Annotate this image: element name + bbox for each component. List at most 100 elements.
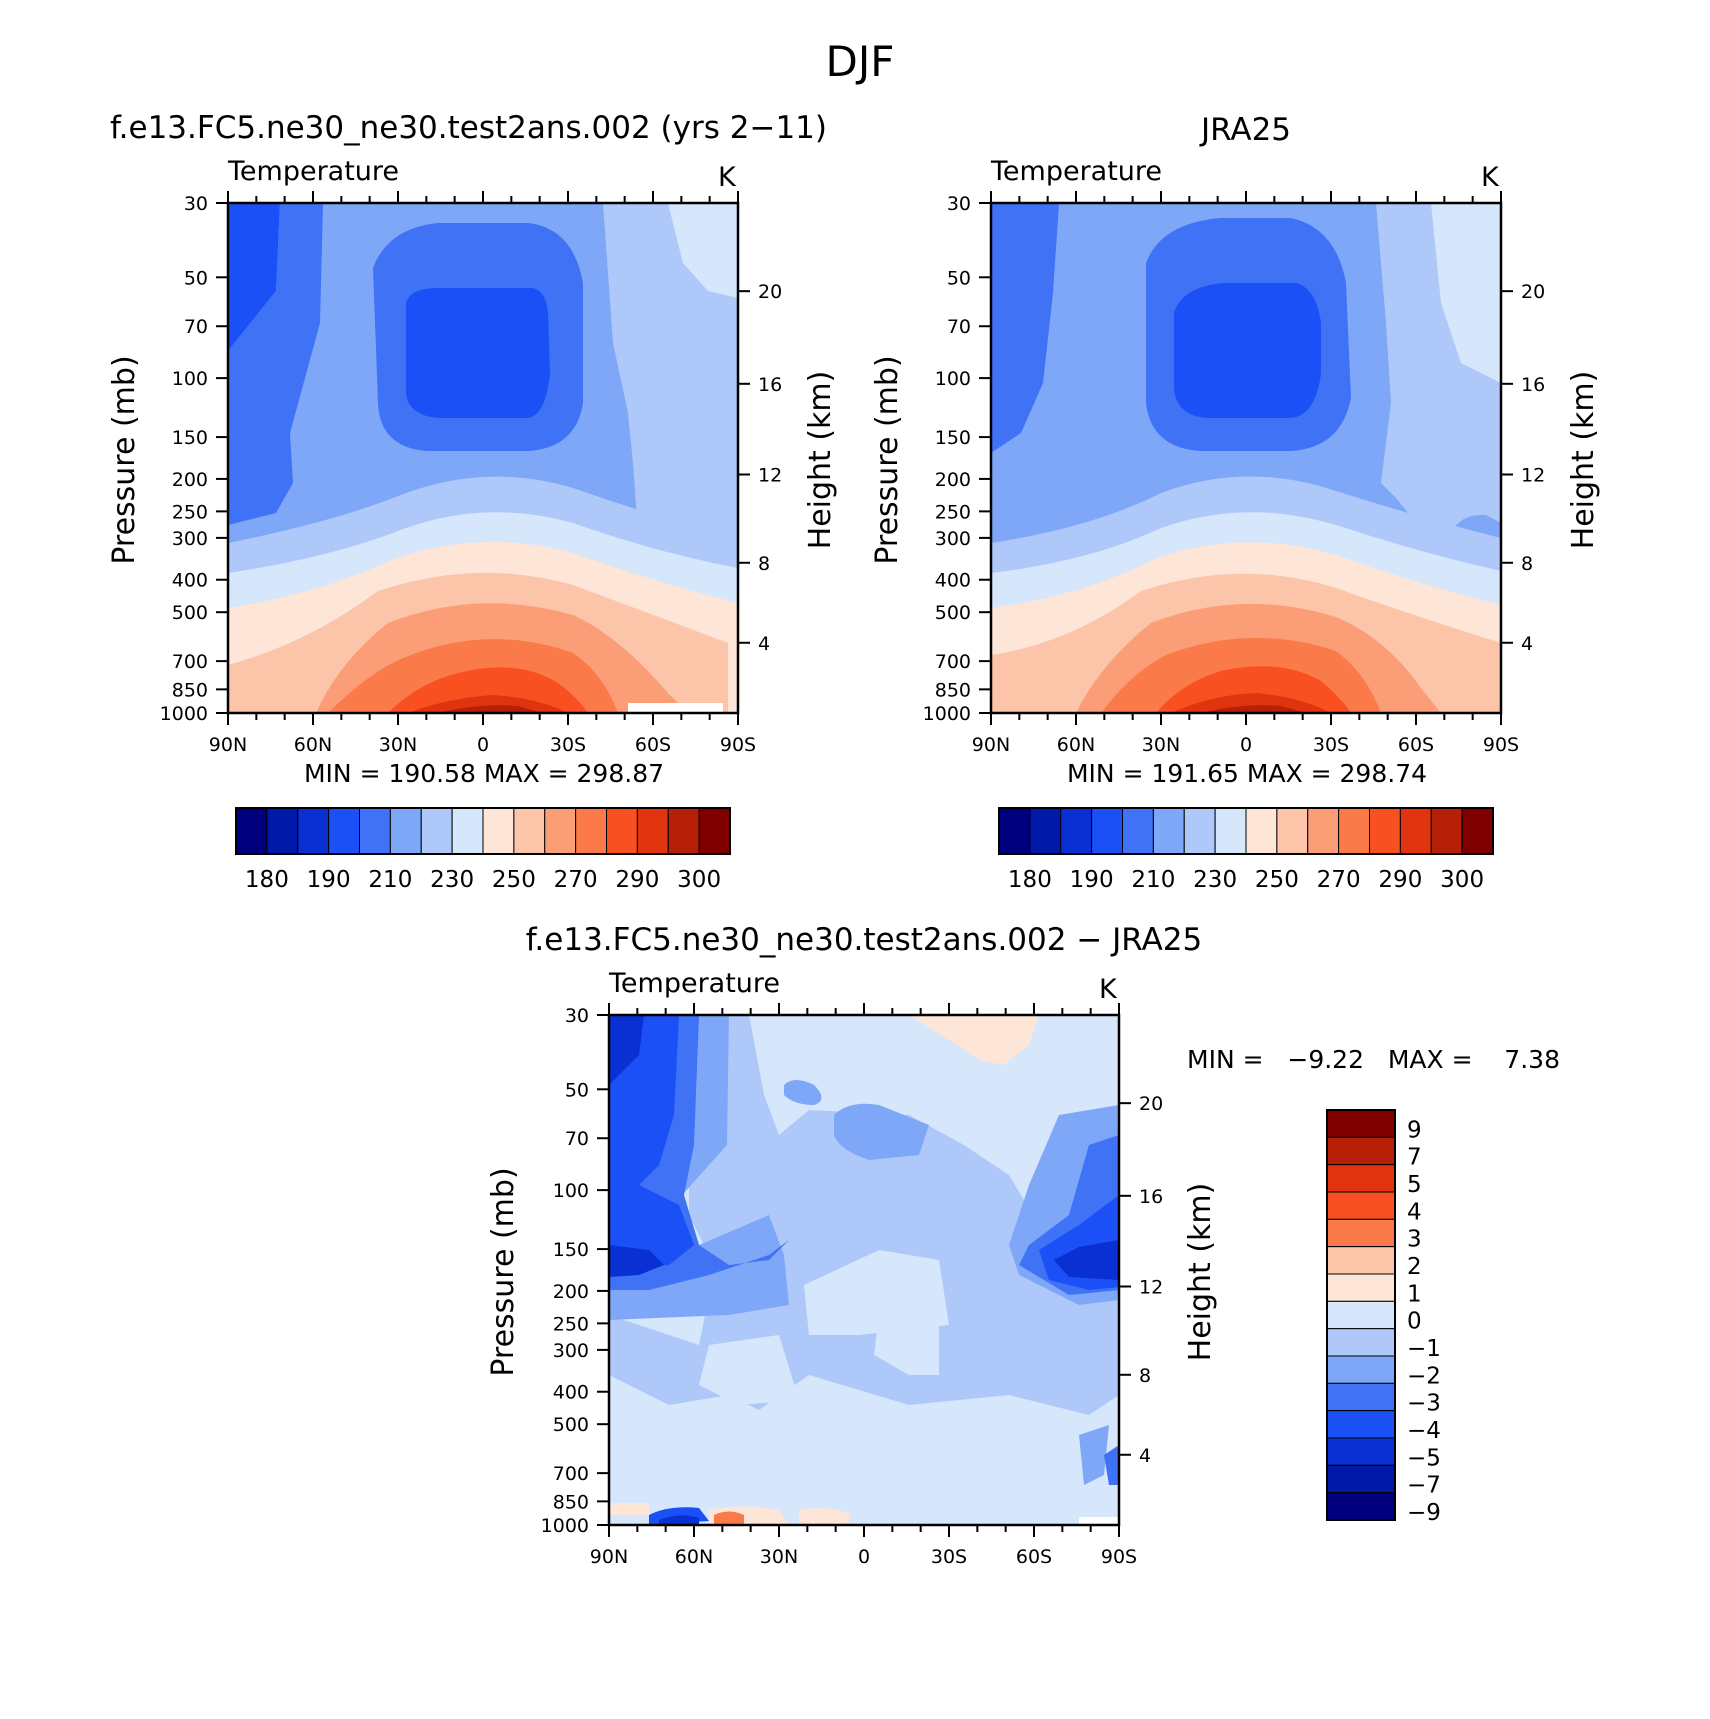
right-tick-label: 20 xyxy=(1521,281,1545,303)
right-tick-label: 8 xyxy=(1139,1365,1151,1387)
y-tick-label: 200 xyxy=(553,1281,589,1303)
colorbar-box xyxy=(1326,1492,1396,1521)
panel-reanalysis: JRA25 Temperature K Pressure (mb) Height… xyxy=(870,112,1601,893)
y-tick-label: 30 xyxy=(947,193,971,215)
y-tick-label: 70 xyxy=(184,316,208,338)
y-tick-label: 300 xyxy=(172,528,208,550)
colorbar-label: 250 xyxy=(492,867,536,893)
colorbar-label: 7 xyxy=(1407,1145,1422,1171)
right-tick-label: 20 xyxy=(758,281,782,303)
colorbar-box xyxy=(1326,1410,1396,1439)
colorbar-box xyxy=(1183,807,1216,855)
colorbar-box xyxy=(606,807,638,855)
x-tick-label: 0 xyxy=(1240,734,1252,756)
y-tick-label: 1000 xyxy=(541,1515,589,1537)
colorbar-label: −9 xyxy=(1407,1500,1441,1526)
colorbar-box xyxy=(1122,807,1154,855)
panel-model-plot-area xyxy=(226,201,740,715)
y-tick-label: 500 xyxy=(172,602,208,624)
panel-reanalysis-right-axis-label: Height (km) xyxy=(1566,371,1601,550)
y-tick-label: 250 xyxy=(172,501,208,523)
y-tick-label: 250 xyxy=(935,501,971,523)
x-tick-label: 90S xyxy=(720,734,756,756)
right-tick-label: 8 xyxy=(758,553,770,575)
x-tick-label: 0 xyxy=(858,1546,870,1568)
colorbar-label: 300 xyxy=(1440,867,1484,893)
right-tick-label: 12 xyxy=(1521,464,1545,486)
x-tick-label: 90N xyxy=(209,734,247,756)
panel-model-colorbar: 180 190 210 230 250 270 290 300 xyxy=(235,807,731,893)
x-tick-label: 30N xyxy=(760,1546,798,1568)
colorbar-box xyxy=(1091,807,1123,855)
colorbar-box xyxy=(1326,1382,1396,1412)
colorbar-box xyxy=(544,807,577,855)
colorbar-label: −7 xyxy=(1407,1473,1441,1499)
panel-reanalysis-min-max: MIN = 191.65 MAX = 298.74 xyxy=(1067,759,1427,788)
colorbar-label: 180 xyxy=(245,867,289,893)
right-tick-label: 4 xyxy=(758,633,770,655)
colorbar-box xyxy=(1326,1164,1396,1193)
panel-model: f.e13.FC5.ne30_ne30.test2ans.002 (yrs 2−… xyxy=(107,110,838,893)
y-tick-label: 500 xyxy=(553,1414,589,1436)
colorbar-label: 230 xyxy=(1193,867,1237,893)
right-tick-label: 8 xyxy=(1521,553,1533,575)
colorbar-box xyxy=(1276,807,1309,855)
y-tick-label: 1000 xyxy=(923,703,971,725)
right-tick-label: 4 xyxy=(1521,633,1533,655)
y-tick-label: 700 xyxy=(935,651,971,673)
y-tick-label: 200 xyxy=(172,469,208,491)
colorbar-label: 210 xyxy=(1131,867,1175,893)
x-tick-label: 60S xyxy=(1016,1546,1052,1568)
panel-difference-y-axis-label: Pressure (mb) xyxy=(486,1167,521,1376)
right-tick-label: 20 xyxy=(1139,1093,1163,1115)
colorbar-box xyxy=(636,807,669,855)
y-tick-label: 850 xyxy=(935,679,971,701)
colorbar-label: 3 xyxy=(1407,1227,1422,1253)
colorbar-box xyxy=(1326,1136,1396,1166)
right-tick-label: 4 xyxy=(1139,1445,1151,1467)
colorbar-label: −4 xyxy=(1407,1418,1441,1444)
y-tick-label: 100 xyxy=(172,368,208,390)
colorbar-label: 0 xyxy=(1407,1309,1422,1335)
colorbar-box xyxy=(1326,1355,1396,1384)
colorbar-box xyxy=(1430,807,1463,855)
colorbar-box xyxy=(1245,807,1278,855)
y-tick-label: 500 xyxy=(935,602,971,624)
colorbar-box xyxy=(1060,807,1093,855)
right-tick-label: 12 xyxy=(1139,1276,1163,1298)
colorbar-label: 1 xyxy=(1407,1281,1422,1307)
colorbar-box xyxy=(1326,1464,1396,1494)
x-tick-label: 30S xyxy=(550,734,586,756)
colorbar-box xyxy=(1307,807,1340,855)
colorbar-label: −2 xyxy=(1407,1363,1441,1389)
y-tick-label: 400 xyxy=(553,1382,589,1404)
x-tick-label: 30S xyxy=(1313,734,1349,756)
panel-model-title: f.e13.FC5.ne30_ne30.test2ans.002 (yrs 2−… xyxy=(110,110,827,146)
y-tick-label: 70 xyxy=(565,1128,589,1150)
panel-model-min-max: MIN = 190.58 MAX = 298.87 xyxy=(304,759,664,788)
panel-model-y-axis-label: Pressure (mb) xyxy=(107,355,142,564)
panel-difference-title: f.e13.FC5.ne30_ne30.test2ans.002 − JRA25 xyxy=(526,922,1202,958)
x-tick-label: 60N xyxy=(675,1546,713,1568)
y-tick-label: 50 xyxy=(184,267,208,289)
colorbar-box xyxy=(1326,1328,1396,1357)
panel-reanalysis-y-axis-label: Pressure (mb) xyxy=(870,355,905,564)
x-tick-label: 0 xyxy=(477,734,489,756)
colorbar-box xyxy=(1326,1109,1396,1138)
colorbar-label: 4 xyxy=(1407,1199,1422,1225)
colorbar-box xyxy=(266,807,299,855)
right-tick-label: 16 xyxy=(1139,1186,1163,1208)
colorbar-box xyxy=(998,807,1031,855)
x-tick-label: 90N xyxy=(590,1546,628,1568)
y-tick-label: 700 xyxy=(172,651,208,673)
y-tick-label: 850 xyxy=(553,1491,589,1513)
right-tick-label: 12 xyxy=(758,464,782,486)
x-tick-label: 60S xyxy=(635,734,671,756)
colorbar-box xyxy=(1369,807,1401,855)
right-tick-label: 16 xyxy=(758,374,782,396)
colorbar-box xyxy=(389,807,422,855)
colorbar-box xyxy=(1029,807,1062,855)
x-tick-label: 60N xyxy=(294,734,332,756)
right-tick-label: 16 xyxy=(1521,374,1545,396)
